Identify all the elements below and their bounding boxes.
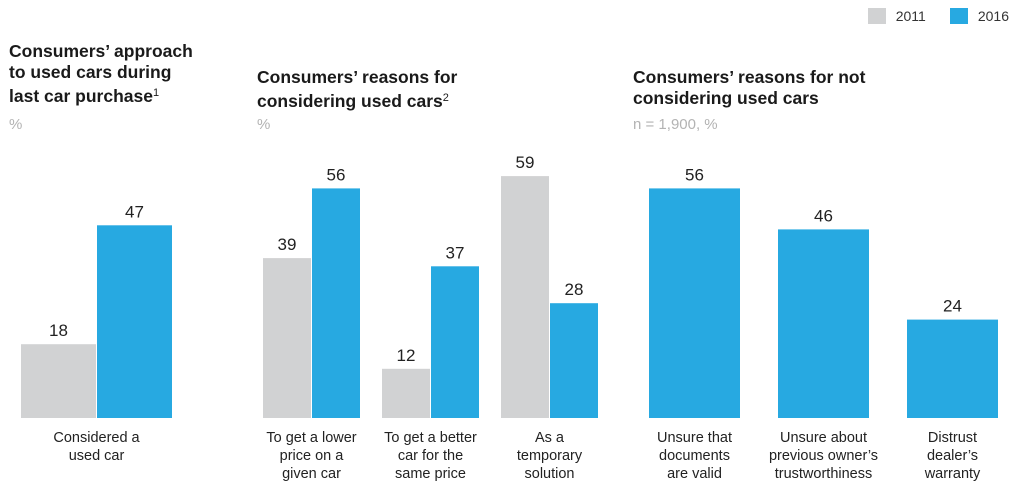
chart-1-title-line-2: to used cars during: [9, 62, 172, 82]
chart-3-title: Consumers’ reasons for not considering u…: [633, 67, 865, 109]
chart-2-title-line-2: considering used cars2: [257, 91, 449, 111]
chart-3-title-line-1: Consumers’ reasons for not: [633, 67, 866, 87]
bar-c2-cat1-2016: [312, 188, 360, 418]
bar-c2-cat2-2016: [431, 266, 479, 418]
category-label-c3-cat2-line2: previous owner’s: [769, 448, 878, 464]
data-label-c2-cat1-2016: 56: [327, 165, 346, 184]
category-label-c2-cat1-line2: price on a: [280, 448, 345, 464]
category-label-c3-cat2-line1: Unsure about: [780, 430, 867, 446]
chart-1-title: Consumers’ approach to used cars during …: [9, 41, 193, 107]
legend-label-2016: 2016: [977, 8, 1009, 24]
data-label-c3-cat1-2016: 56: [685, 165, 704, 184]
legend-swatch-2016: [949, 8, 968, 24]
bar-c3-cat2-2016: [778, 229, 869, 418]
category-label-c2-cat2-line1: To get a better: [384, 430, 477, 446]
category-label-c2-cat2-line3: same price: [395, 466, 466, 482]
category-label-c2-cat1-line3: given car: [282, 466, 341, 482]
chart-1-unit: %: [9, 116, 23, 133]
category-label-c2-cat3-line3: solution: [525, 466, 575, 482]
data-label-c1-cat1-2011: 18: [49, 321, 68, 340]
data-label-c3-cat2-2016: 46: [814, 206, 833, 225]
chart-2-title-line-1: Consumers’ reasons for: [257, 67, 458, 87]
data-label-c2-cat3-2011: 59: [516, 153, 535, 172]
category-label-c3-cat3-line2: dealer’s: [927, 448, 978, 464]
category-label-c2-cat1-line1: To get a lower: [266, 430, 356, 446]
data-label-c2-cat2-2011: 12: [397, 346, 416, 365]
data-label-c1-cat1-2016: 47: [125, 202, 144, 221]
chart-1-title-line-3: last car purchase1: [9, 86, 160, 106]
legend-swatch-2011: [867, 8, 886, 24]
category-label-c2-cat2-line2: car for the: [398, 448, 463, 464]
bar-c2-cat3-2016: [550, 303, 598, 418]
category-label-c3-cat1-line1: Unsure that: [657, 430, 732, 446]
chart-2-title: Consumers’ reasons for considering used …: [257, 67, 457, 112]
bar-c2-cat2-2011: [382, 368, 430, 418]
legend: 2011 2016: [867, 8, 1009, 24]
category-label-c2-cat3-line1: As a: [535, 430, 565, 446]
bar-c3-cat3-2016: [907, 319, 998, 418]
data-label-c3-cat3-2016: 24: [943, 297, 962, 316]
category-label-c2-cat3-line2: temporary: [517, 448, 583, 464]
category-label-c3-cat1-line2: documents: [659, 448, 730, 464]
chart-2-footnote: 2: [442, 92, 449, 104]
chart-1-footnote: 1: [152, 87, 160, 99]
chart-1-title-line-1: Consumers’ approach: [9, 41, 193, 61]
data-label-c2-cat1-2011: 39: [278, 235, 297, 254]
category-label-c3-cat2-line3: trustworthiness: [775, 466, 873, 482]
bar-c1-cat1-2011: [21, 344, 96, 418]
bar-c1-cat1-2016: [97, 225, 172, 418]
category-label-c3-cat1-line3: are valid: [667, 466, 722, 482]
data-label-c2-cat3-2016: 28: [565, 280, 584, 299]
bar-c2-cat3-2011: [501, 176, 549, 418]
chart-3-unit: n = 1,900, %: [633, 116, 718, 133]
category-label-c1-cat1-line1: Considered a: [53, 430, 140, 446]
category-label-c3-cat3-line3: warranty: [924, 466, 981, 482]
category-label-c1-cat1-line2: used car: [69, 448, 125, 464]
legend-label-2011: 2011: [895, 8, 926, 24]
category-label-c3-cat3-line1: Distrust: [928, 430, 977, 446]
bar-c3-cat1-2016: [649, 188, 740, 418]
chart-3-title-line-2: considering used cars: [633, 88, 819, 108]
data-label-c2-cat2-2016: 37: [446, 243, 465, 262]
chart-2-unit: %: [257, 116, 271, 133]
bar-c2-cat1-2011: [263, 258, 311, 418]
